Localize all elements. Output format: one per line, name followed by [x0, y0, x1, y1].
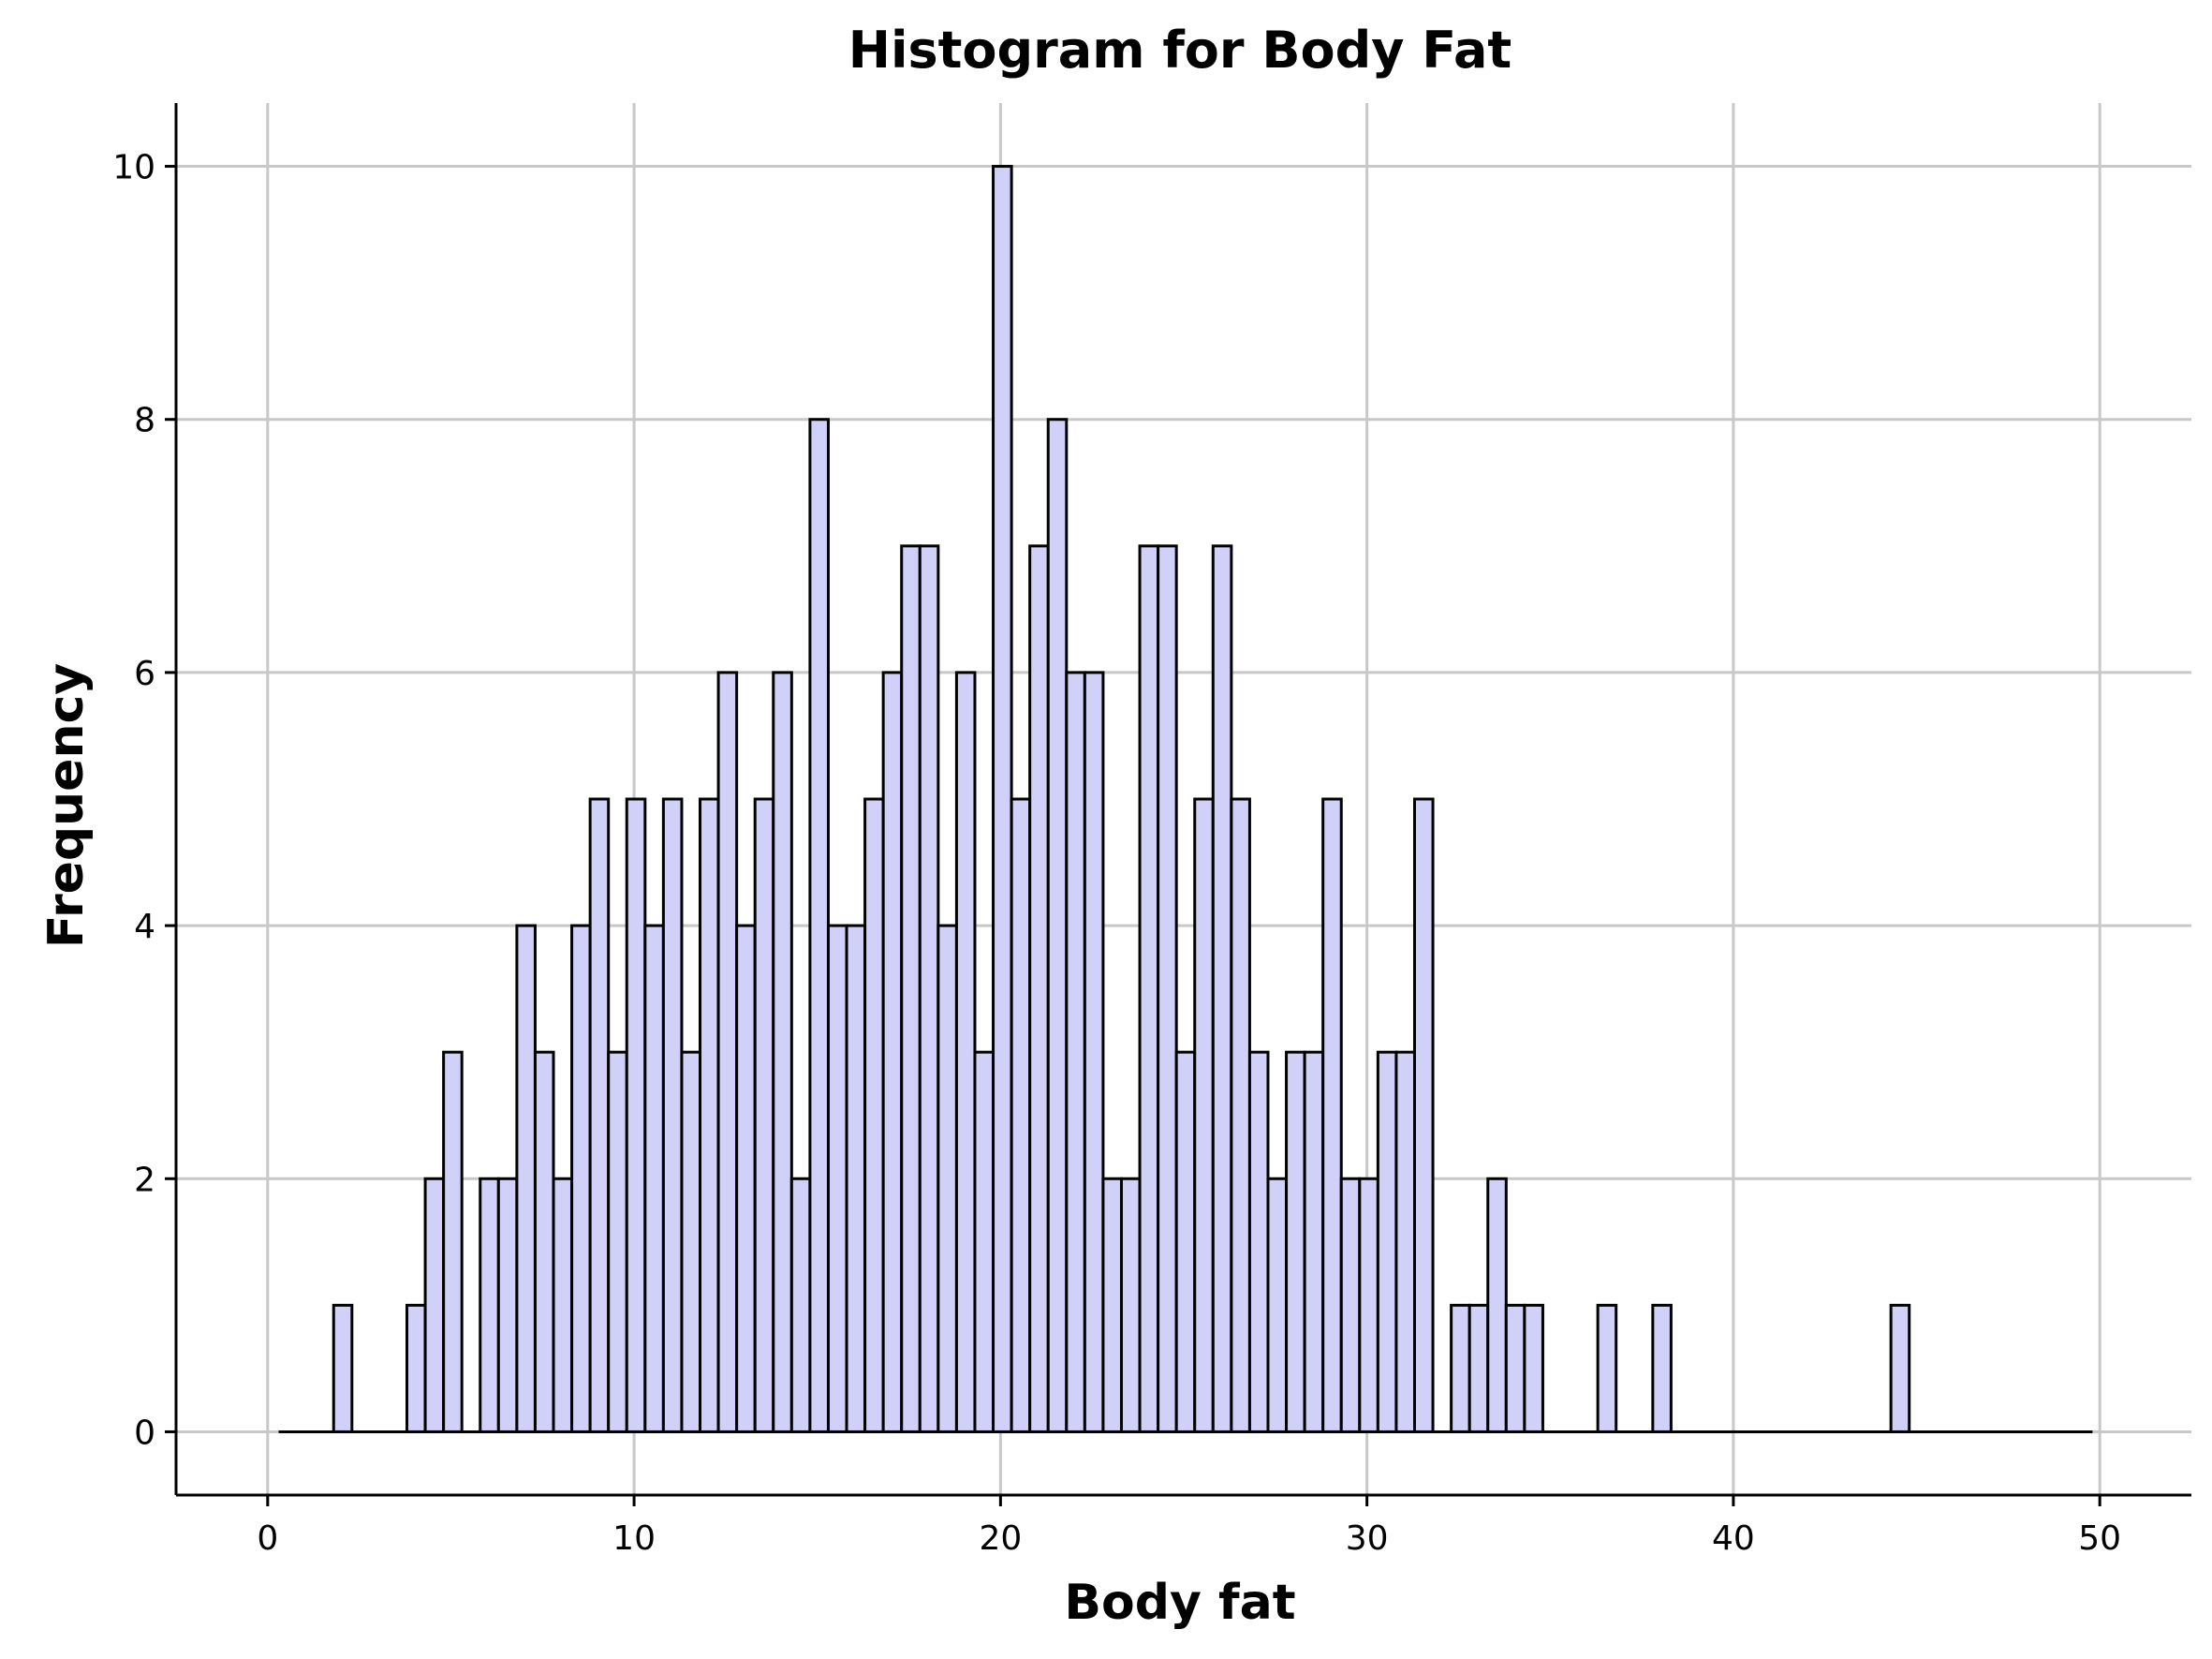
histogram-bar	[442, 1050, 464, 1433]
histogram-bar	[826, 924, 848, 1433]
x-axis-label: Body fat	[1064, 1575, 1295, 1631]
histogram-bar	[716, 671, 739, 1433]
y-tick-label: 2	[134, 1161, 155, 1199]
axis-spines	[174, 103, 2191, 1497]
y-tick-label: 8	[134, 402, 155, 440]
histogram-bar	[680, 1050, 702, 1433]
histogram-bar	[1174, 1050, 1197, 1433]
histogram-bar	[772, 671, 793, 1433]
histogram-bar	[588, 797, 611, 1433]
histogram-bar	[1157, 544, 1178, 1433]
x-tick-label: 40	[1712, 1519, 1755, 1558]
histogram-bar	[954, 671, 977, 1433]
histogram-bar	[699, 797, 720, 1433]
histogram-bar	[1046, 418, 1069, 1433]
histogram-bar	[1651, 1303, 1673, 1433]
histogram-bar	[479, 1177, 500, 1433]
x-tick-label: 20	[979, 1519, 1022, 1558]
x-tick-label: 50	[2078, 1519, 2121, 1558]
histogram-bar	[845, 924, 867, 1433]
histogram-bar	[625, 797, 647, 1433]
histogram-bar	[1339, 1177, 1362, 1433]
histogram-bar	[1138, 544, 1160, 1433]
histogram-bar	[789, 1177, 812, 1433]
histogram-bar	[1486, 1177, 1508, 1433]
histogram-bar	[1358, 1177, 1379, 1433]
histogram-bar	[753, 797, 775, 1433]
x-tick-label: 30	[1346, 1519, 1389, 1558]
histogram-bar	[607, 1050, 628, 1433]
histogram-bar	[973, 1050, 995, 1433]
chart-title: Histogram for Body Fat	[848, 21, 1512, 80]
tick-labels: 0 10 20 30 40 50 0 2 4 6 8 10	[112, 149, 2121, 1558]
histogram-bar	[332, 1303, 354, 1433]
histogram-bar	[992, 165, 1013, 1433]
histogram-bars	[332, 165, 1911, 1433]
histogram-bar	[552, 1177, 574, 1433]
histogram-bar	[1413, 797, 1435, 1433]
histogram-bar	[881, 671, 904, 1433]
histogram-bar	[1065, 671, 1086, 1433]
histogram-bar	[1101, 1177, 1123, 1433]
histogram-bar	[936, 924, 958, 1433]
histogram-bar	[1321, 797, 1343, 1433]
histogram-bar	[406, 1303, 427, 1433]
histogram-bar	[1119, 1177, 1142, 1433]
histogram-bar	[1889, 1303, 1911, 1433]
histogram-bar	[533, 1050, 555, 1433]
histogram-bar	[1394, 1050, 1417, 1433]
histogram-bar	[1083, 671, 1105, 1433]
y-tick-label: 0	[134, 1414, 155, 1452]
histogram-bar	[1467, 1303, 1490, 1433]
histogram-bar	[1193, 797, 1215, 1433]
histogram-bar	[1266, 1177, 1289, 1433]
histogram-bar	[1450, 1303, 1471, 1433]
histogram-bar	[1523, 1303, 1544, 1433]
histogram-bar	[1230, 797, 1251, 1433]
y-axis-label: Frequency	[38, 663, 95, 948]
histogram-bar	[1504, 1303, 1526, 1433]
histogram-bar	[1303, 1050, 1325, 1433]
histogram-bar	[661, 797, 684, 1433]
histogram-bar	[1376, 1050, 1398, 1433]
histogram-bar	[496, 1177, 519, 1433]
y-tick-label: 6	[134, 655, 155, 693]
x-tick-label: 10	[612, 1519, 656, 1558]
histogram-bar	[900, 544, 922, 1433]
histogram-bar	[423, 1177, 446, 1433]
histogram-bar	[1285, 1050, 1306, 1433]
x-tick-label: 0	[257, 1519, 278, 1558]
histogram-bar	[808, 418, 830, 1433]
histogram-bar	[918, 544, 940, 1433]
histogram-bar	[1010, 797, 1032, 1433]
histogram-bar	[863, 797, 885, 1433]
histogram-bar	[1028, 544, 1050, 1433]
histogram-bar	[735, 924, 757, 1433]
histogram-bar	[515, 924, 537, 1433]
histogram-bar	[1596, 1303, 1618, 1433]
histogram-bar	[643, 924, 665, 1433]
histogram-bar	[570, 924, 592, 1433]
y-tick-label: 10	[112, 149, 155, 187]
histogram-bar	[1211, 544, 1233, 1433]
y-tick-label: 4	[134, 908, 155, 946]
histogram-bar	[1247, 1050, 1270, 1433]
